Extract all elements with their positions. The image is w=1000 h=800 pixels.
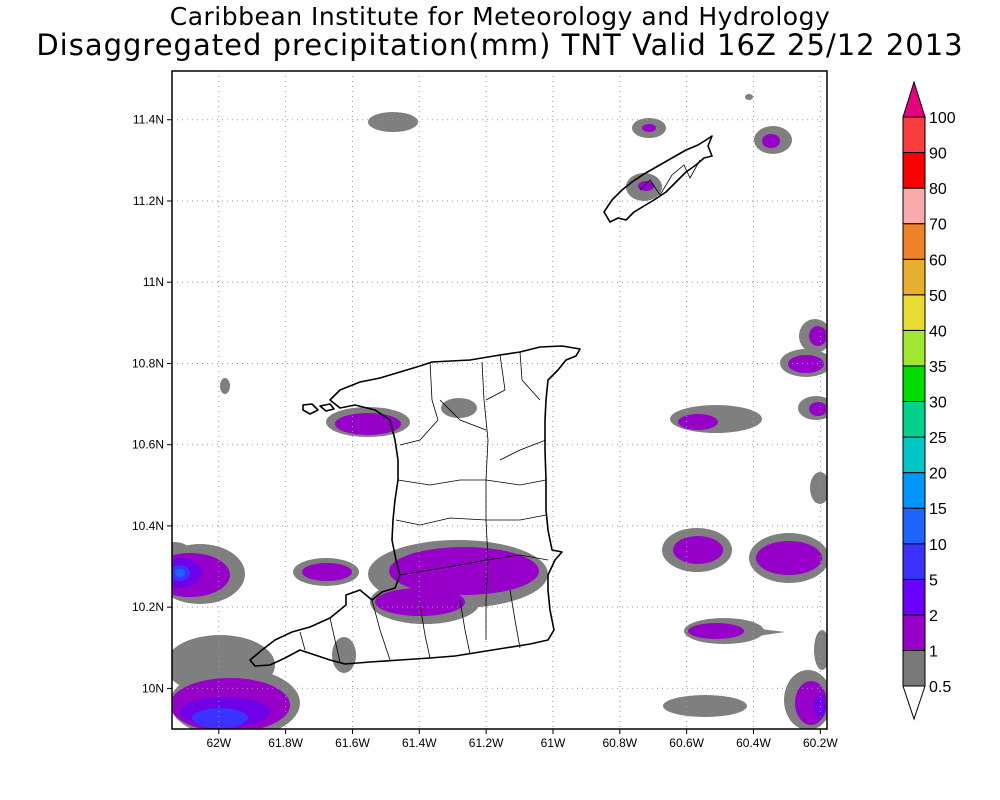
admin-boundaries — [299, 159, 701, 663]
colorbar-swatch — [902, 329, 926, 367]
y-tick-label: 10.8N — [132, 356, 164, 370]
trinidad-coastline — [249, 345, 581, 667]
colorbar-swatch — [902, 507, 926, 545]
colorbar-swatch — [902, 116, 926, 154]
x-tick-label: 60.4W — [736, 736, 771, 750]
colorbar-swatch — [902, 294, 926, 331]
colorbar-label: 2 — [929, 608, 938, 625]
y-tick-label: 10.6N — [132, 438, 164, 452]
colorbar-swatch — [902, 543, 926, 580]
y-tick-label: 11.2N — [133, 194, 164, 208]
y-tick-label: 10.2N — [132, 600, 164, 614]
colorbar-label: 70 — [929, 217, 947, 234]
colorbar-bottom-arrow — [902, 685, 926, 721]
colorbar-swatch — [902, 472, 926, 509]
colorbar-label: 80 — [929, 181, 947, 198]
colorbar-label: 35 — [929, 359, 947, 376]
x-tick-label: 61.4W — [402, 736, 437, 750]
precip-level-5-areas — [175, 569, 185, 577]
x-tick-label: 60.2W — [803, 736, 838, 750]
x-tick-label: 60.8W — [602, 736, 637, 750]
colorbar-top-arrow — [902, 80, 926, 118]
x-tick-label: 61W — [541, 736, 566, 750]
colorbar-swatch — [902, 649, 926, 687]
x-tick-label: 61.2W — [469, 736, 504, 750]
colorbar-label: 90 — [929, 146, 947, 163]
colorbar-label: 0.5 — [929, 679, 951, 696]
chart-subtitle: Disaggregated precipitation(mm) TNT Vali… — [36, 28, 964, 62]
colorbar-swatch — [902, 187, 926, 225]
coastline — [249, 135, 713, 667]
y-tick-label: 10N — [142, 681, 164, 695]
colorbar-swatch — [902, 258, 926, 296]
y-axis-ticks: 10N 10.2N 10.4N 10.6N 10.8N 11N 11.2N 11.4N — [132, 113, 172, 695]
x-tick-label: 61.6W — [335, 736, 370, 750]
x-axis-ticks: 62W 61.8W 61.6W 61.4W 61.2W 61W 60.8W 60.6W 60.4… — [206, 729, 838, 750]
colorbar-label: 20 — [929, 466, 947, 483]
chart-title: Caribbean Institute for Meteorology and … — [169, 2, 831, 31]
map-grid — [172, 71, 827, 729]
colorbar-label: 1 — [929, 643, 938, 660]
precip-level-1-areas — [172, 94, 827, 729]
y-tick-label: 10.4N — [132, 519, 164, 533]
colorbar-label: 25 — [929, 430, 947, 447]
colorbar-swatch — [902, 578, 926, 616]
colorbar-label: 100 — [929, 110, 956, 127]
x-tick-label: 62W — [206, 736, 231, 750]
colorbar-swatch — [902, 223, 926, 260]
tobago-coastline — [603, 135, 713, 223]
colorbar-swatch — [902, 401, 926, 438]
colorbar-swatch — [902, 436, 926, 474]
colorbar-label: 60 — [929, 252, 947, 269]
y-tick-label: 11N — [143, 275, 164, 289]
x-tick-label: 60.6W — [669, 736, 704, 750]
precipitation-field — [172, 94, 827, 729]
map-frame — [171, 70, 828, 730]
colorbar-label: 30 — [929, 395, 947, 412]
colorbar-swatch — [902, 614, 926, 651]
colorbar-label: 15 — [929, 501, 947, 518]
colorbar-swatch — [902, 152, 926, 189]
x-tick-label: 61.8W — [268, 736, 303, 750]
colorbar-swatch — [902, 365, 926, 402]
colorbar-label: 5 — [929, 572, 938, 589]
colorbar-label: 40 — [929, 323, 947, 340]
colorbar-label: 10 — [929, 537, 947, 554]
colorbar-label: 50 — [929, 288, 947, 305]
y-tick-label: 11.4N — [133, 113, 164, 127]
